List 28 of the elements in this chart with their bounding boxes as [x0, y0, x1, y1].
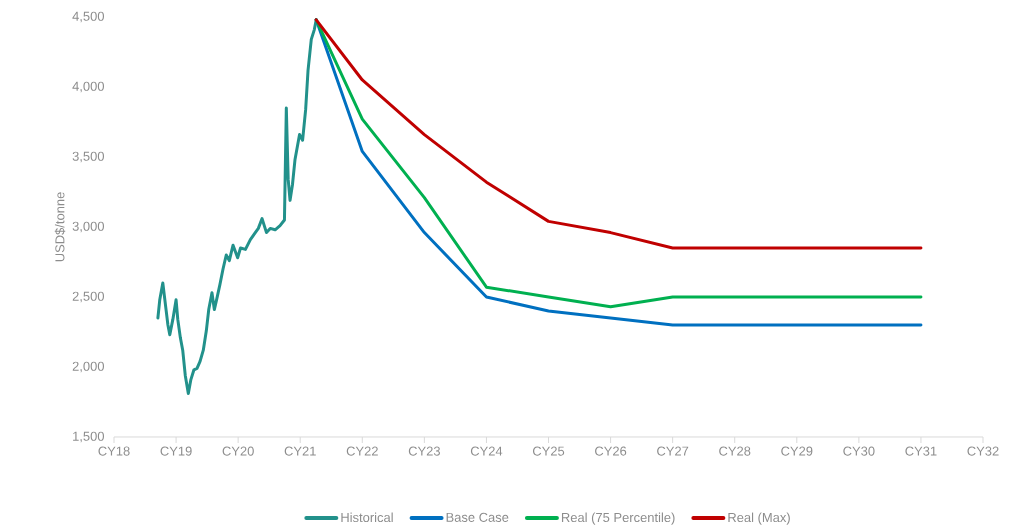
- line-series: [156, 18, 318, 396]
- x-tick-label: CY24: [470, 446, 503, 456]
- x-tick-label: CY19: [160, 446, 192, 456]
- x-tick-label: CY31: [905, 446, 937, 456]
- x-tick-label: CY21: [284, 446, 316, 456]
- x-tick-label: CY18: [98, 446, 130, 456]
- y-tick-label: 3,500: [72, 151, 105, 163]
- y-tick-label: 4,000: [72, 81, 105, 93]
- x-tick-label: CY28: [719, 446, 751, 456]
- x-tick-label: CY23: [408, 446, 440, 456]
- x-tick-label: CY25: [532, 446, 565, 456]
- x-tick-label: CY26: [595, 446, 627, 456]
- y-tick-label: 1,500: [73, 431, 105, 443]
- x-tick-label: CY20: [222, 446, 254, 456]
- y-axis-title: USD$/tonne: [54, 192, 66, 262]
- y-tick-label: 3,000: [72, 221, 105, 233]
- x-tick-label: CY32: [967, 446, 999, 456]
- legend-label: Historical: [341, 512, 393, 523]
- y-tick-label: 4,500: [72, 11, 105, 23]
- x-tick-label: CY22: [346, 446, 378, 456]
- y-tick-label: 2,000: [72, 361, 105, 373]
- x-tick-label: CY30: [843, 446, 875, 456]
- legend-label: Base Case: [446, 512, 509, 522]
- legend-label: Real (Max): [728, 512, 790, 525]
- legend-label: Real (75 Percentile): [561, 512, 675, 525]
- x-tick-label: CY29: [781, 446, 813, 456]
- x-tick-label: CY27: [657, 446, 689, 456]
- y-tick-label: 2,500: [72, 291, 105, 303]
